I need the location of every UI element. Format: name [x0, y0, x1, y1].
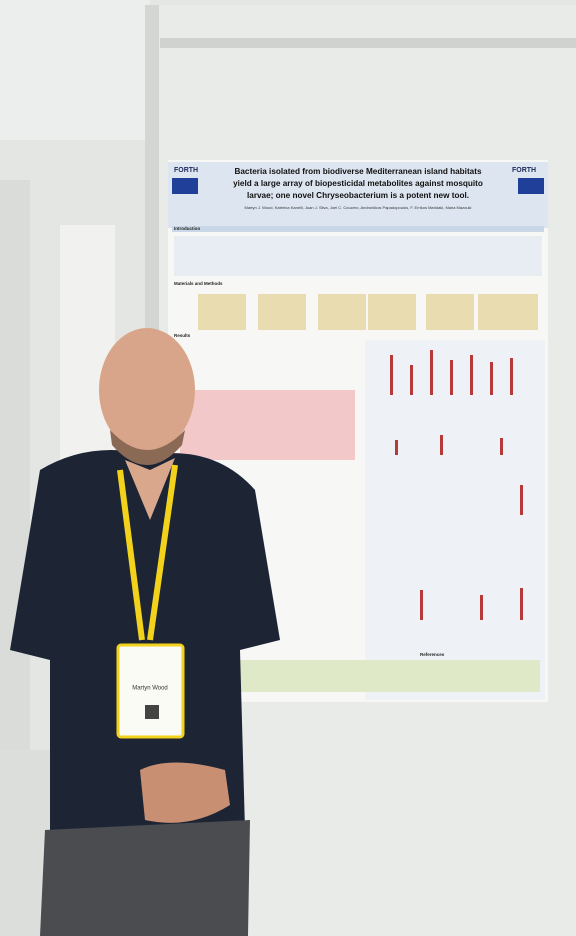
poster-authors: Martyn J. Wood, Katerina Kanelli, Juan J… [245, 205, 472, 210]
section-heading: Results [174, 333, 191, 338]
door-open [60, 225, 115, 465]
door [0, 180, 30, 760]
table [180, 390, 355, 460]
neck [125, 458, 175, 520]
poster-title: Bacteria isolated from biodiverse Medite… [234, 167, 482, 176]
poster-header [168, 162, 548, 228]
logo: FORTH [512, 167, 536, 174]
ceiling [0, 0, 150, 140]
poster-title: larvae; one novel Chryseobacterium is a … [247, 191, 469, 200]
chart-bars [390, 350, 523, 620]
badge-name: Martyn Wood [132, 686, 168, 692]
beard [110, 430, 185, 465]
eu-flag [518, 178, 544, 194]
jeans [40, 820, 250, 936]
section-heading: Introduction [174, 226, 200, 231]
logo: FORTH [174, 167, 198, 174]
section-bar [172, 226, 544, 232]
results-panel [365, 340, 545, 700]
method-boxes [198, 294, 538, 330]
eu-flag [172, 178, 198, 194]
qr-code [145, 705, 159, 719]
section-heading: References [420, 652, 445, 657]
badge [116, 643, 185, 739]
poster-title: yield a large array of biopesticidal met… [233, 179, 483, 188]
text-block [174, 236, 542, 276]
head [99, 328, 195, 452]
section-heading: Materials and Methods [174, 281, 223, 286]
board-rail [160, 38, 576, 48]
lanyard [117, 464, 178, 641]
hands [140, 762, 230, 823]
